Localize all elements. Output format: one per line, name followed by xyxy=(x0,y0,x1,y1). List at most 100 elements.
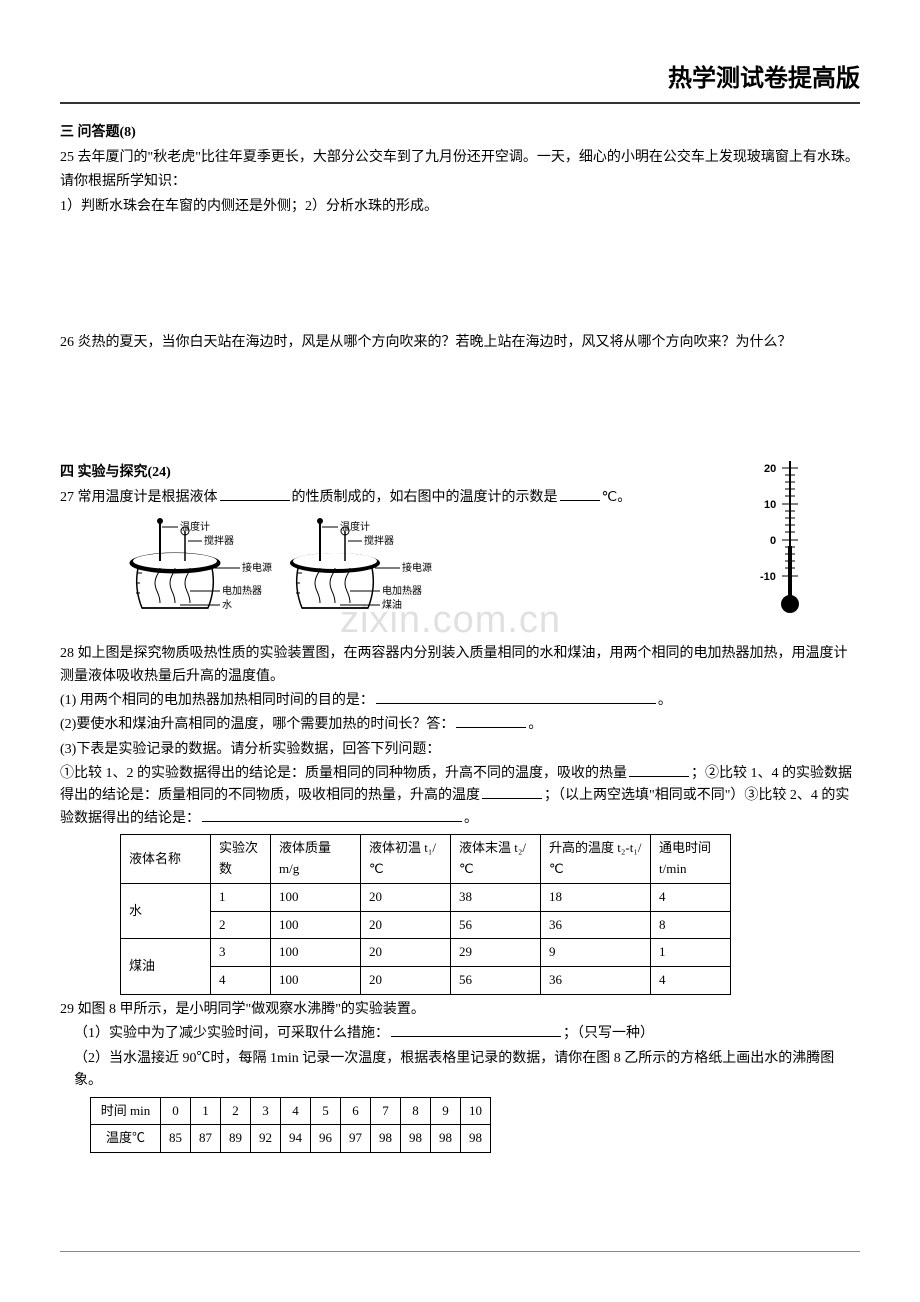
cell: 92 xyxy=(251,1125,281,1153)
answer-space-q25 xyxy=(60,220,860,330)
cell: 100 xyxy=(271,883,361,911)
th-t2: 液体末温 t₂/℃ xyxy=(451,835,541,884)
cell: 20 xyxy=(361,967,451,995)
cell: 8 xyxy=(401,1097,431,1125)
q28-2-end: 。 xyxy=(528,717,542,732)
cell-time-label: 时间 min xyxy=(91,1097,161,1125)
cell: 100 xyxy=(271,911,361,939)
cell: 36 xyxy=(541,967,651,995)
q28-3: (3)下表是实验记录的数据。请分析实验数据，回答下列问题： xyxy=(60,739,860,761)
cell: 98 xyxy=(371,1125,401,1153)
cell: 1 xyxy=(211,883,271,911)
th-t1: 液体初温 t₁/℃ xyxy=(361,835,451,884)
cell: 97 xyxy=(341,1125,371,1153)
cell: 9 xyxy=(541,939,651,967)
cell: 98 xyxy=(461,1125,491,1153)
th-dt: 升高的温度 t₂-t₁/℃ xyxy=(541,835,651,884)
q27-blank2[interactable] xyxy=(560,487,600,501)
q29-time-table: 时间 min 0 1 2 3 4 5 6 7 8 9 10 温度℃ 85 87 … xyxy=(90,1097,491,1154)
label-thermometer-2: 温度计 xyxy=(340,520,370,533)
cell: 56 xyxy=(451,911,541,939)
cell: 89 xyxy=(221,1125,251,1153)
cell: 2 xyxy=(221,1097,251,1125)
th-time: 通电时间 t/min xyxy=(651,835,731,884)
cell: 10 xyxy=(461,1097,491,1125)
table-row: 温度℃ 85 87 89 92 94 96 97 98 98 98 98 xyxy=(91,1125,491,1153)
cell: 0 xyxy=(161,1097,191,1125)
cell: 18 xyxy=(541,883,651,911)
q28-1-blank[interactable] xyxy=(376,690,656,704)
q28-2-pre: (2)要使水和煤油升高相同的温度，哪个需要加热的时间长？答： xyxy=(60,717,454,732)
q28-1-pre: (1) 用两个相同的电加热器加热相同时间的目的是： xyxy=(60,693,374,708)
q29-1-blank[interactable] xyxy=(391,1023,561,1037)
label-thermometer-1: 温度计 xyxy=(180,520,210,533)
q28-2-blank[interactable] xyxy=(456,714,526,728)
section3-heading: 三 问答题(8) xyxy=(60,122,860,144)
q29-1-end: ；（只写一种） xyxy=(563,1026,654,1041)
cell: 56 xyxy=(451,967,541,995)
q29-1-pre: （1）实验中为了减少实验时间，可采取什么措施： xyxy=(74,1026,389,1041)
cell: 4 xyxy=(211,967,271,995)
q28-conclusions: ①比较 1、2 的实验数据得出的结论是：质量相同的同种物质，升高不同的温度，吸收… xyxy=(60,763,860,830)
table-header-row: 液体名称 实验次数 液体质量 m/g 液体初温 t₁/℃ 液体末温 t₂/℃ 升… xyxy=(121,835,731,884)
cell: 87 xyxy=(191,1125,221,1153)
cell: 9 xyxy=(431,1097,461,1125)
cell: 20 xyxy=(361,911,451,939)
th-liquid: 液体名称 xyxy=(121,835,211,884)
label-water: 水 xyxy=(222,599,232,611)
cell: 94 xyxy=(281,1125,311,1153)
q27-blank1[interactable] xyxy=(220,487,290,501)
cell: 7 xyxy=(371,1097,401,1125)
cell: 4 xyxy=(281,1097,311,1125)
label-power-1: 接电源 xyxy=(242,561,272,574)
table-row: 时间 min 0 1 2 3 4 5 6 7 8 9 10 xyxy=(91,1097,491,1125)
cell: 3 xyxy=(251,1097,281,1125)
cell: 2 xyxy=(211,911,271,939)
q28-conc-blank3[interactable] xyxy=(202,808,462,822)
q28-conc-end: 。 xyxy=(464,811,478,826)
label-oil: 煤油 xyxy=(382,598,402,611)
q28-intro: 28 如上图是探究物质吸热性质的实验装置图，在两容器内分别装入质量相同的水和煤油… xyxy=(60,643,860,688)
q29-1: （1）实验中为了减少实验时间，可采取什么措施： ；（只写一种） xyxy=(60,1023,860,1045)
section4-heading: 四 实验与探究(24) xyxy=(60,462,860,484)
q25-line2: 请你根据所学知识： xyxy=(60,171,860,193)
cell: 85 xyxy=(161,1125,191,1153)
label-stirrer-1: 搅拌器 xyxy=(204,534,234,547)
q28-conc-blank2[interactable] xyxy=(482,785,542,799)
q25-line1: 25 去年厦门的"秋老虎"比往年夏季更长，大部分公交车到了九月份还开空调。一天，… xyxy=(60,147,860,169)
cell: 6 xyxy=(341,1097,371,1125)
table-row: 4 100 20 56 36 4 xyxy=(121,967,731,995)
q29-intro: 29 如图 8 甲所示，是小明同学"做观察水沸腾"的实验装置。 xyxy=(60,999,860,1021)
cell: 4 xyxy=(651,883,731,911)
q26-text: 26 炎热的夏天，当你白天站在海边时，风是从哪个方向吹来的？若晚上站在海边时，风… xyxy=(60,332,860,354)
q28-conc-blank1[interactable] xyxy=(629,763,689,777)
table-row: 煤油 3 100 20 29 9 1 xyxy=(121,939,731,967)
q28-1: (1) 用两个相同的电加热器加热相同时间的目的是： 。 xyxy=(60,690,860,712)
q27-text: 27 常用温度计是根据液体的性质制成的，如右图中的温度计的示数是℃。 xyxy=(60,487,860,509)
footer-rule xyxy=(60,1251,860,1252)
q28-conc-a: ①比较 1、2 的实验数据得出的结论是：质量相同的同种物质，升高不同的温度，吸收… xyxy=(60,766,627,781)
cell: 1 xyxy=(191,1097,221,1125)
cell: 5 xyxy=(311,1097,341,1125)
q27-mid: 的性质制成的，如右图中的温度计的示数是 xyxy=(292,490,558,505)
cell-oil: 煤油 xyxy=(121,939,211,995)
th-mass: 液体质量 m/g xyxy=(271,835,361,884)
cell-temp-label: 温度℃ xyxy=(91,1125,161,1153)
cell: 96 xyxy=(311,1125,341,1153)
cell: 20 xyxy=(361,883,451,911)
cell-water: 水 xyxy=(121,883,211,939)
cell: 29 xyxy=(451,939,541,967)
cell: 98 xyxy=(401,1125,431,1153)
apparatus-diagram: 温度计 搅拌器 接电源 电加热器 水 xyxy=(120,513,860,633)
table-row: 2 100 20 56 36 8 xyxy=(121,911,731,939)
label-stirrer-2: 搅拌器 xyxy=(364,534,394,547)
table-row: 水 1 100 20 38 18 4 xyxy=(121,883,731,911)
label-power-2: 接电源 xyxy=(402,561,432,574)
cell: 8 xyxy=(651,911,731,939)
page-title: 热学测试卷提高版 xyxy=(60,60,860,104)
q28-1-end: 。 xyxy=(658,693,672,708)
cell: 1 xyxy=(651,939,731,967)
cell: 38 xyxy=(451,883,541,911)
cell: 20 xyxy=(361,939,451,967)
q27-unit: ℃。 xyxy=(602,490,632,505)
